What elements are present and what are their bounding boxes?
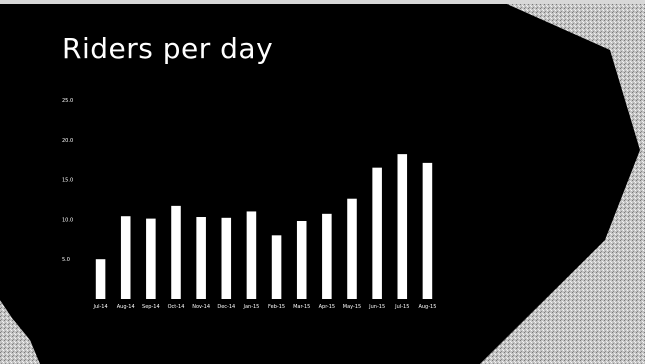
edge-strip-top (0, 0, 645, 4)
x-tick-label: Feb-15 (268, 304, 285, 310)
corner-shape-bottom-left (0, 300, 40, 364)
y-tick-label: 20.0 (62, 138, 73, 144)
x-tick-label: Jun-15 (368, 304, 385, 310)
corner-shape-top-right (480, 0, 645, 364)
x-tick-label: Aug-15 (418, 304, 436, 310)
x-tick-label: Apr-15 (319, 304, 336, 310)
bar (322, 213, 332, 299)
bar (397, 154, 408, 299)
x-tick-label: Jul-14 (92, 304, 107, 310)
bar (95, 259, 106, 299)
x-tick-label: Nov-14 (192, 304, 210, 310)
bar (146, 218, 156, 299)
y-tick-label: 5.0 (62, 257, 70, 263)
x-tick-label: Aug-14 (117, 304, 135, 310)
x-tick-label: Jul-15 (394, 304, 409, 310)
x-tick-label: Jan-15 (242, 304, 259, 310)
bar (271, 235, 282, 299)
x-tick-label: Oct-14 (168, 304, 185, 310)
x-tick-label: Mar-15 (293, 304, 310, 310)
bars (95, 154, 433, 299)
x-tick-label: May-15 (343, 304, 361, 310)
x-tick-label: Sep-14 (142, 304, 160, 310)
bar (347, 198, 357, 299)
y-axis-ticks: 25.0 20.0 15.0 10.0 5.0 (62, 98, 73, 263)
slide-title: Riders per day (62, 32, 274, 65)
bar (246, 211, 257, 299)
y-tick-label: 15.0 (62, 178, 73, 184)
y-tick-label: 10.0 (62, 217, 73, 223)
x-tick-label: Dec-14 (217, 304, 235, 310)
bar (296, 220, 307, 299)
bar (120, 216, 131, 299)
bar (422, 162, 433, 299)
bar (372, 167, 382, 299)
y-tick-label: 25.0 (62, 98, 73, 104)
bar (196, 217, 206, 299)
bar (221, 217, 232, 299)
bar (171, 205, 181, 299)
x-axis-ticks: Jul-14 Aug-14 Sep-14 Oct-14 Nov-14 Dec-14 Jan-… (92, 304, 436, 310)
